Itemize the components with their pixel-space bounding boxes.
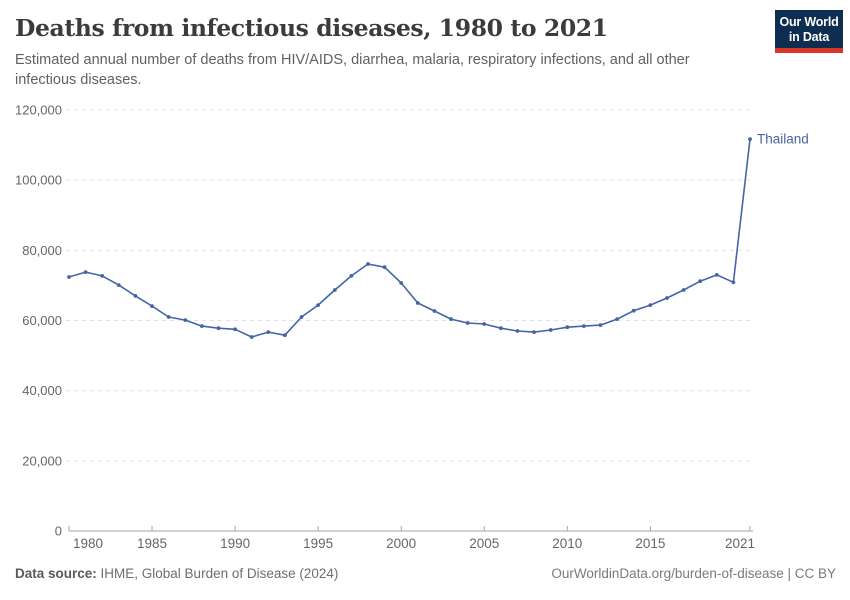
x-tick-label: 1980 <box>73 536 103 551</box>
data-point <box>598 323 603 327</box>
credit-link[interactable]: OurWorldinData.org/burden-of-disease | C… <box>551 566 836 581</box>
data-source-text: IHME, Global Burden of Disease (2024) <box>96 566 339 581</box>
data-point <box>316 303 320 307</box>
data-point <box>648 303 653 307</box>
data-point <box>665 296 669 300</box>
data-point <box>100 274 105 278</box>
data-point <box>67 275 71 279</box>
data-point <box>465 321 470 325</box>
x-tick-label: 2000 <box>386 536 416 551</box>
y-tick-label: 40,000 <box>22 383 62 398</box>
data-point <box>200 324 204 328</box>
x-tick-label: 2015 <box>635 536 665 551</box>
logo-line2: in Data <box>788 30 830 44</box>
data-point <box>731 280 736 285</box>
data-point <box>515 329 520 333</box>
y-tick-label: 60,000 <box>22 313 62 328</box>
data-point <box>482 322 487 326</box>
x-tick-label: 2021 <box>725 536 755 551</box>
y-tick-label: 80,000 <box>22 243 62 258</box>
data-point <box>582 324 586 328</box>
data-source: Data source: IHME, Global Burden of Dise… <box>15 566 338 581</box>
data-point <box>283 333 287 338</box>
y-tick-label: 0 <box>55 524 62 539</box>
data-point <box>499 326 503 331</box>
data-point <box>216 326 221 331</box>
data-point <box>299 315 304 319</box>
chart-title: Deaths from infectious diseases, 1980 to… <box>15 14 608 42</box>
chart-header: Deaths from infectious diseases, 1980 to… <box>15 14 735 90</box>
data-point <box>133 294 138 298</box>
data-point <box>698 279 703 284</box>
data-point <box>432 309 437 313</box>
data-point <box>83 270 88 274</box>
data-point <box>183 318 188 322</box>
data-point <box>266 330 271 334</box>
chart-subtitle: Estimated annual number of deaths from H… <box>15 52 690 88</box>
data-point <box>615 317 619 321</box>
data-point <box>150 304 154 308</box>
entity-label-thailand: Thailand <box>757 132 809 147</box>
data-point <box>449 317 453 321</box>
data-point <box>249 335 254 339</box>
data-point <box>415 301 420 305</box>
y-tick-label: 100,000 <box>15 173 62 188</box>
data-point <box>382 265 387 270</box>
line-chart-plot: 0 20,000 40,000 60,000 80,000 100,000 120,000 1… <box>15 103 809 552</box>
data-point <box>532 330 536 334</box>
data-point <box>748 137 752 141</box>
y-tick-label: 120,000 <box>15 103 62 118</box>
data-point <box>714 273 719 277</box>
data-point <box>681 288 686 292</box>
data-point <box>233 327 238 332</box>
data-point <box>565 325 570 330</box>
data-point <box>349 274 354 278</box>
data-point <box>366 262 370 266</box>
data-point <box>116 283 121 287</box>
data-point <box>631 308 636 313</box>
series-line-thailand <box>68 139 751 338</box>
logo-line1: Our World <box>779 15 839 29</box>
data-point <box>548 328 553 332</box>
x-tick-label: 1995 <box>303 536 333 551</box>
x-tick-label: 1985 <box>137 536 167 551</box>
data-point <box>166 315 171 319</box>
owid-logo[interactable]: Our World in Data <box>775 10 843 53</box>
x-tick-label: 1990 <box>220 536 250 551</box>
data-source-label: Data source: <box>15 566 97 581</box>
x-tick-label: 2005 <box>469 536 499 551</box>
data-point <box>399 281 404 285</box>
x-tick-label: 2010 <box>552 536 582 551</box>
y-tick-label: 20,000 <box>22 453 62 468</box>
data-point <box>332 288 337 292</box>
chart-footer: Data source: IHME, Global Burden of Dise… <box>15 566 836 581</box>
